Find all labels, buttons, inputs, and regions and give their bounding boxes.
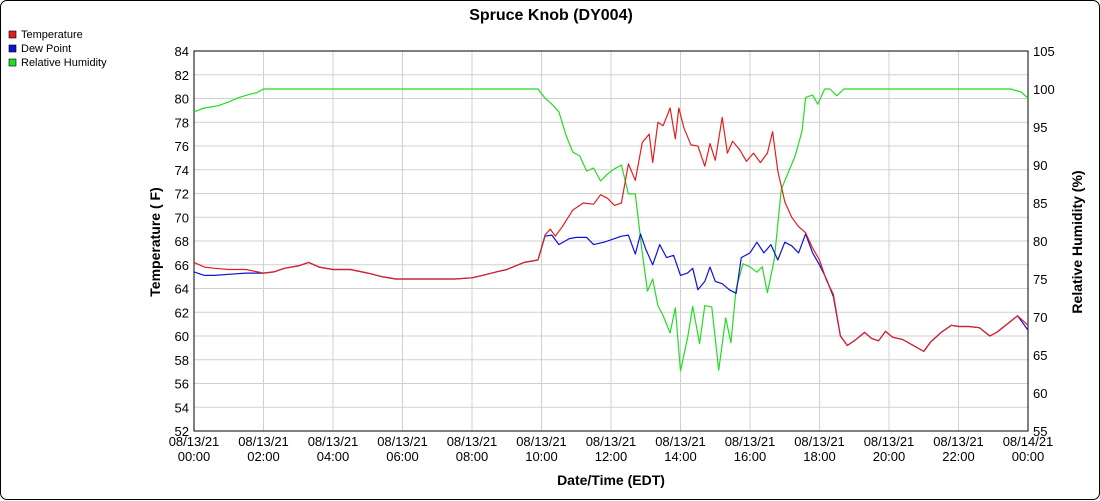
y2-tick-label: 80: [1033, 234, 1047, 249]
y-tick-label: 58: [175, 353, 189, 368]
x-tick-time: 16:00: [734, 449, 767, 464]
x-tick-date: 08/13/21: [308, 434, 359, 449]
y-tick-label: 80: [175, 92, 189, 107]
x-tick-time: 12:00: [595, 449, 628, 464]
x-tick-date: 08/13/21: [516, 434, 567, 449]
y-tick-label: 66: [175, 258, 189, 273]
x-tick-date: 08/13/21: [377, 434, 428, 449]
y-tick-label: 60: [175, 329, 189, 344]
y-tick-label: 70: [175, 210, 189, 225]
y2-tick-label: 90: [1033, 158, 1047, 173]
series-line-relative-humidity: [193, 88, 1029, 372]
legend-label-dew-point: Dew Point: [21, 43, 71, 55]
y2-tick-label: 70: [1033, 310, 1047, 325]
y-tick-label: 74: [175, 163, 189, 178]
y2-tick-label: 75: [1033, 272, 1047, 287]
y-tick-label: 62: [175, 305, 189, 320]
y-tick-label: 78: [175, 115, 189, 130]
legend: Temperature Dew Point Relative Humidity: [8, 29, 107, 69]
x-tick-time: 00:00: [178, 449, 211, 464]
y-tick-label: 76: [175, 139, 189, 154]
y2-tick-label: 95: [1033, 120, 1047, 135]
y-tick-label: 54: [175, 400, 189, 415]
x-axis-ticks: 08/13/2100:0008/13/2102:0008/13/2104:000…: [169, 434, 1054, 464]
y-tick-label: 84: [175, 44, 189, 59]
legend-label-temperature: Temperature: [21, 29, 83, 41]
y-tick-label: 56: [175, 377, 189, 392]
x-tick-time: 00:00: [1012, 449, 1045, 464]
x-tick-time: 10:00: [525, 449, 558, 464]
x-axis-label: Date/Time (EDT): [557, 472, 665, 488]
x-tick-date: 08/13/21: [447, 434, 498, 449]
series-line-temperature: [193, 107, 1029, 352]
x-tick-time: 18:00: [803, 449, 836, 464]
y2-axis-label: Relative Humidity (%): [1069, 170, 1085, 313]
y2-tick-label: 85: [1033, 196, 1047, 211]
plot-area: [193, 50, 1029, 432]
y-tick-label: 82: [175, 68, 189, 83]
series-group: [193, 88, 1029, 372]
legend-swatch-temperature: [8, 30, 17, 39]
y-tick-label: 68: [175, 234, 189, 249]
x-tick-date: 08/13/21: [655, 434, 706, 449]
x-tick-time: 14:00: [664, 449, 697, 464]
y-tick-label: 72: [175, 187, 189, 202]
x-tick-date: 08/13/21: [725, 434, 776, 449]
x-tick-date: 08/13/21: [864, 434, 915, 449]
y2-tick-label: 105: [1033, 44, 1055, 59]
x-tick-date: 08/14/21: [1003, 434, 1054, 449]
y-tick-label: 64: [175, 282, 189, 297]
y2-tick-label: 55: [1033, 424, 1047, 439]
y-axis-label: Temperature ( F): [147, 187, 163, 296]
x-tick-time: 22:00: [942, 449, 975, 464]
y2-tick-label: 60: [1033, 386, 1047, 401]
x-tick-date: 08/13/21: [238, 434, 289, 449]
y-tick-label: 52: [175, 424, 189, 439]
y2-tick-label: 100: [1033, 82, 1055, 97]
x-tick-time: 08:00: [456, 449, 489, 464]
x-tick-time: 20:00: [873, 449, 906, 464]
x-tick-time: 06:00: [386, 449, 419, 464]
x-tick-date: 08/13/21: [169, 434, 220, 449]
x-tick-time: 02:00: [247, 449, 280, 464]
chart-title: Spruce Knob (DY004): [469, 7, 633, 24]
x-tick-date: 08/13/21: [794, 434, 845, 449]
y-axis-ticks: 52 54 56 58 60 62 64 66 68 70 72 74 76 78 80 82 84: [175, 44, 189, 439]
y2-tick-label: 65: [1033, 348, 1047, 363]
x-tick-time: 04:00: [317, 449, 350, 464]
legend-swatch-dew-point: [8, 44, 17, 53]
legend-swatch-relative-humidity: [8, 58, 17, 67]
y2-axis-ticks: 55 60 65 70 75 80 85 90 95 100 105: [1033, 44, 1055, 439]
legend-label-relative-humidity: Relative Humidity: [21, 57, 107, 69]
x-tick-date: 08/13/21: [933, 434, 984, 449]
x-tick-date: 08/13/21: [586, 434, 637, 449]
